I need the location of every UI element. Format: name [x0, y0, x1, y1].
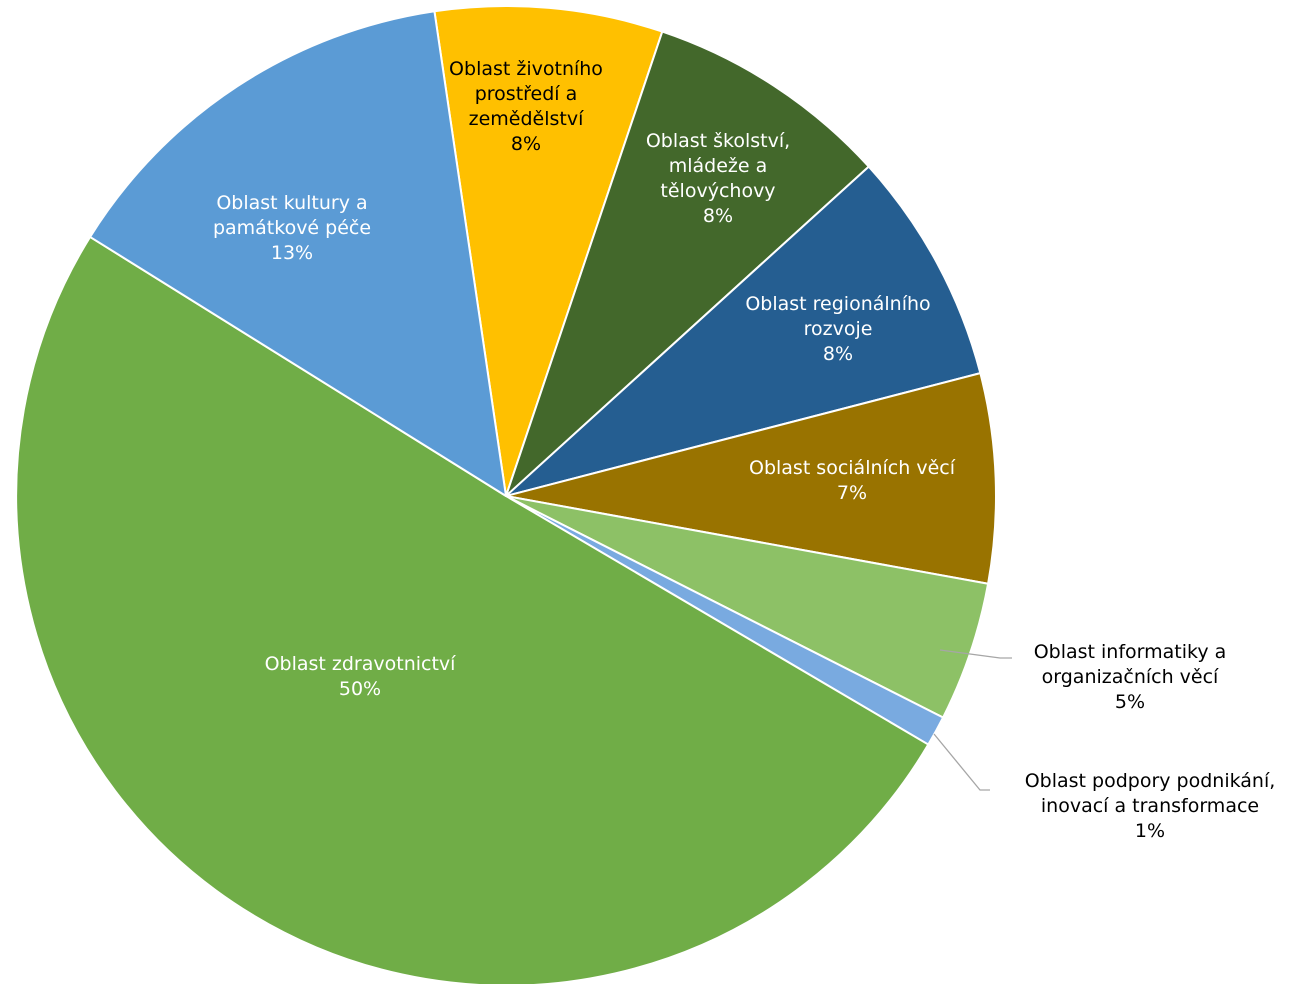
data-label-line: mládeže a: [669, 155, 768, 177]
data-label-line: Oblast kultury a: [216, 192, 367, 214]
pie-slice-1: [505, 30, 870, 497]
leader-line-4: [939, 649, 1012, 659]
pie-slice-6: [15, 235, 930, 984]
data-label-line: Oblast sociálních věcí: [749, 457, 956, 479]
data-label-percent: 8%: [823, 343, 853, 365]
data-label-line: tělovýchovy: [660, 180, 775, 202]
pie-slice-2: [505, 165, 982, 497]
data-label-7: Oblast kultury a památkové péče 13%: [213, 192, 371, 264]
data-label-6: Oblast zdravotnictví 50%: [265, 653, 457, 700]
data-label-3: Oblast sociálních věcí 7%: [749, 457, 956, 504]
data-label-percent: 1%: [1135, 820, 1165, 842]
data-label-line: Oblast zdravotnictví: [265, 653, 457, 675]
data-label-line: inovací a transformace: [1041, 795, 1259, 817]
data-label-line: rozvoje: [804, 318, 873, 340]
pie-slice-7: [89, 10, 507, 497]
data-label-line: Oblast školství,: [646, 130, 790, 152]
data-label-2: Oblast regionálního rozvoje 8%: [745, 293, 930, 365]
data-label-percent: 7%: [837, 482, 867, 504]
pie-slice-0: [433, 5, 664, 497]
pie-labels: Oblast životního prostředí a zemědělství 8%…: [213, 58, 1275, 842]
data-label-line: Oblast informatiky a: [1034, 641, 1227, 663]
data-label-line: Oblast regionálního: [745, 293, 930, 315]
data-label-4: Oblast informatiky a organizačních věcí 5%: [1034, 641, 1227, 713]
data-label-line: Oblast životního: [449, 58, 603, 80]
data-label-line: Oblast podpory podnikání,: [1025, 770, 1276, 792]
data-label-line: zemědělství: [469, 108, 584, 130]
pie-slice-3: [505, 372, 997, 585]
data-label-line: prostředí a: [475, 83, 578, 105]
data-label-percent: 13%: [271, 242, 313, 264]
data-label-percent: 8%: [703, 205, 733, 227]
data-label-1: Oblast školství, mládeže a tělovýchovy 8%: [646, 130, 790, 227]
data-label-percent: 5%: [1115, 691, 1145, 713]
data-label-line: organizačních věcí: [1042, 666, 1219, 688]
leader-line-5: [933, 733, 990, 791]
data-label-line: památkové péče: [213, 217, 371, 239]
pie-slices: [15, 5, 997, 984]
data-label-percent: 50%: [339, 678, 381, 700]
data-label-percent: 8%: [511, 133, 541, 155]
data-label-0: Oblast životního prostředí a zemědělství 8%: [449, 58, 603, 155]
data-label-5: Oblast podpory podnikání, inovací a trans…: [1025, 770, 1276, 842]
